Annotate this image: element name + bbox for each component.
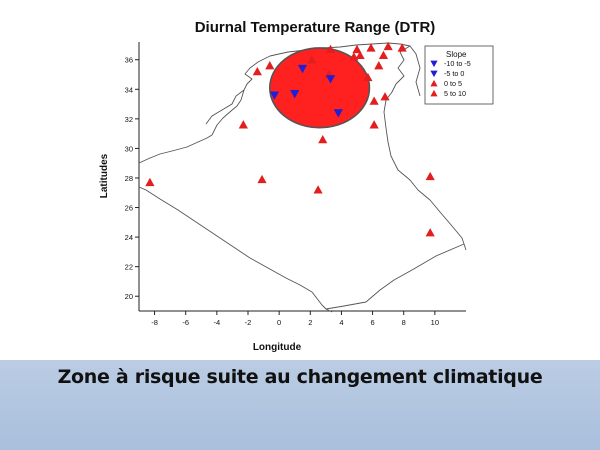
x-axis-label: Longitude <box>253 342 302 353</box>
station-increase-marker <box>378 50 389 59</box>
algeria-border <box>138 42 465 310</box>
y-tick-label: 26 <box>125 204 133 213</box>
y-tick-label: 30 <box>125 144 133 153</box>
y-tick-label: 34 <box>125 85 133 94</box>
y-tick-label: 24 <box>125 233 133 242</box>
mali-niger-border <box>325 243 467 313</box>
station-increase-marker <box>325 44 336 54</box>
station-increase-marker <box>145 177 155 187</box>
x-tick-label: 2 <box>308 318 312 327</box>
station-increase-marker <box>363 72 373 82</box>
station-increase-marker <box>265 61 275 70</box>
station-increase-marker <box>307 55 317 64</box>
legend-triangle-down-icon <box>430 60 438 68</box>
station-increase-marker <box>238 120 248 129</box>
y-tick-label: 32 <box>125 115 133 124</box>
legend-triangle-up-icon <box>430 89 438 97</box>
x-tick-label: 4 <box>339 318 343 327</box>
stations-layer <box>145 41 435 237</box>
y-tick-label: 36 <box>125 56 133 65</box>
station-increase-marker <box>380 92 390 101</box>
legend-entries: -10 to -5-5 to 00 to 55 to 10 <box>430 59 471 98</box>
legend-title: Slope <box>446 50 467 59</box>
station-increase-marker <box>425 171 435 181</box>
station-decrease-marker <box>297 64 308 74</box>
morocco-border <box>205 89 245 125</box>
map-title: Diurnal Temperature Range (DTR) <box>195 19 436 36</box>
y-tick-label: 20 <box>125 292 133 301</box>
tunisia-border <box>409 45 421 97</box>
station-increase-marker <box>374 61 384 70</box>
station-decrease-marker <box>290 90 300 99</box>
y-tick-label: 28 <box>125 174 133 183</box>
x-tick-label: 6 <box>370 318 374 327</box>
station-increase-marker <box>425 228 435 237</box>
risk-zone-circle <box>268 47 371 129</box>
legend-label: 5 to 10 <box>444 89 466 98</box>
station-increase-marker <box>318 134 328 144</box>
legend: Slope -10 to -5-5 to 00 to 55 to 10 <box>424 45 494 105</box>
station-increase-marker <box>252 66 262 76</box>
station-increase-marker <box>369 120 379 129</box>
x-tick-label: -6 <box>182 318 189 327</box>
station-increase-marker <box>313 185 323 194</box>
x-tick-label: -4 <box>214 318 221 327</box>
x-tick-label: 0 <box>277 318 281 327</box>
station-increase-marker <box>355 50 365 59</box>
x-tick-label: 10 <box>431 318 439 327</box>
legend-triangle-down-icon <box>430 70 438 78</box>
legend-label: -10 to -5 <box>444 59 471 68</box>
station-increase-marker <box>369 96 379 105</box>
station-increase-marker <box>383 41 393 51</box>
station-decrease-marker <box>325 75 336 84</box>
legend-label: 0 to 5 <box>444 79 462 88</box>
station-increase-marker <box>257 174 267 184</box>
slide-caption: Zone à risque suite au changement climat… <box>57 366 543 388</box>
legend-triangle-up-icon <box>430 79 438 87</box>
y-tick-label: 22 <box>125 263 133 272</box>
y-axis-label: Latitudes <box>99 153 110 198</box>
station-decrease-marker <box>333 109 343 118</box>
x-tick-label: -2 <box>245 318 252 327</box>
station-increase-marker <box>397 43 407 52</box>
x-tick-label: 8 <box>402 318 406 327</box>
station-increase-marker <box>366 43 376 52</box>
station-increase-marker <box>352 44 362 54</box>
legend-label: -5 to 0 <box>444 69 464 78</box>
station-decrease-marker <box>269 91 280 100</box>
x-tick-label: -8 <box>151 318 158 327</box>
